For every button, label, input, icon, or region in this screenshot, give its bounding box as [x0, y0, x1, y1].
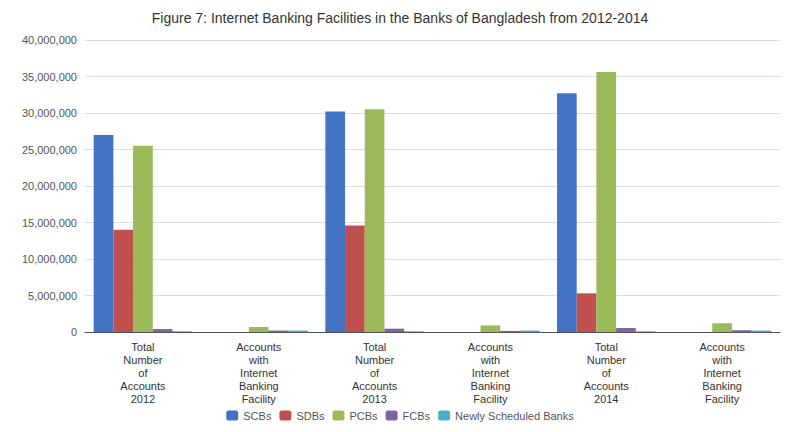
svg-text:Accounts: Accounts [352, 380, 398, 392]
svg-text:0: 0 [71, 326, 77, 338]
svg-text:Banking: Banking [702, 380, 742, 392]
svg-text:Accounts: Accounts [120, 380, 166, 392]
svg-text:Number: Number [355, 354, 394, 366]
svg-text:Accounts: Accounts [699, 341, 745, 353]
svg-text:Number: Number [123, 354, 162, 366]
svg-text:15,000,000: 15,000,000 [22, 217, 77, 229]
svg-text:Newly Scheduled Banks: Newly Scheduled Banks [455, 410, 574, 422]
svg-text:25,000,000: 25,000,000 [22, 144, 77, 156]
svg-text:FCBs: FCBs [403, 410, 431, 422]
svg-text:Total: Total [363, 341, 386, 353]
svg-text:with: with [711, 354, 732, 366]
svg-text:2014: 2014 [594, 393, 618, 405]
svg-text:Accounts: Accounts [468, 341, 514, 353]
svg-text:with: with [248, 354, 269, 366]
svg-text:Total: Total [595, 341, 618, 353]
svg-text:10,000,000: 10,000,000 [22, 253, 77, 265]
svg-text:Number: Number [587, 354, 626, 366]
svg-text:Banking: Banking [471, 380, 511, 392]
svg-text:with: with [480, 354, 501, 366]
svg-text:20,000,000: 20,000,000 [22, 180, 77, 192]
svg-text:40,000,000: 40,000,000 [22, 34, 77, 46]
svg-text:35,000,000: 35,000,000 [22, 71, 77, 83]
svg-text:PCBs: PCBs [349, 410, 378, 422]
svg-text:Facility: Facility [705, 393, 740, 405]
svg-text:Banking: Banking [239, 380, 279, 392]
svg-text:2012: 2012 [131, 393, 155, 405]
svg-text:Accounts: Accounts [584, 380, 630, 392]
svg-text:Facility: Facility [473, 393, 508, 405]
svg-text:SCBs: SCBs [243, 410, 272, 422]
svg-text:Internet: Internet [240, 367, 277, 379]
svg-text:of: of [370, 367, 380, 379]
svg-text:Total: Total [131, 341, 154, 353]
svg-text:Accounts: Accounts [236, 341, 282, 353]
svg-text:Internet: Internet [472, 367, 509, 379]
svg-text:30,000,000: 30,000,000 [22, 107, 77, 119]
svg-text:Figure 7: Internet Banking Fac: Figure 7: Internet Banking Facilities in… [152, 10, 649, 26]
svg-text:of: of [602, 367, 612, 379]
svg-text:Internet: Internet [703, 367, 740, 379]
svg-text:SDBs: SDBs [296, 410, 325, 422]
svg-text:2013: 2013 [362, 393, 386, 405]
svg-text:Facility: Facility [242, 393, 277, 405]
svg-text:5,000,000: 5,000,000 [28, 290, 77, 302]
svg-text:of: of [138, 367, 148, 379]
